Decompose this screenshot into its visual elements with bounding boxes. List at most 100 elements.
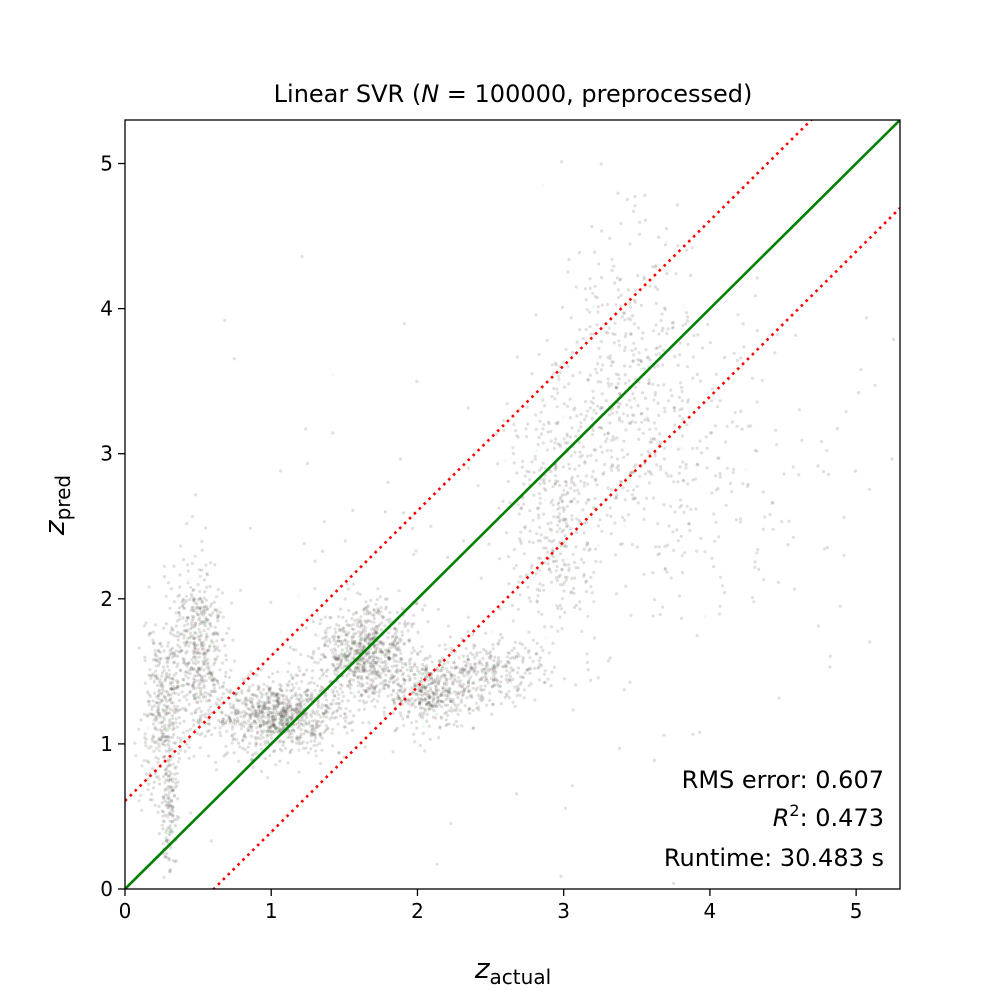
scatter-point [584, 474, 589, 478]
scatter-point [710, 399, 714, 403]
scatter-point [168, 826, 172, 830]
scatter-point [753, 565, 757, 569]
scatter-point [635, 484, 639, 488]
scatter-point [446, 713, 450, 718]
scatter-point [164, 749, 168, 753]
scatter-point [333, 694, 337, 698]
scatter-point [261, 706, 265, 710]
scatter-point [216, 615, 220, 619]
scatter-point [413, 684, 417, 688]
scatter-point [258, 723, 263, 727]
scatter-point [539, 645, 543, 649]
scatter-point [389, 676, 393, 680]
scatter-point [198, 746, 202, 750]
scatter-point [161, 684, 165, 688]
scatter-point [174, 710, 178, 714]
scatter-point [420, 645, 424, 649]
scatter-point [199, 699, 203, 703]
scatter-point [339, 706, 343, 711]
scatter-point [472, 646, 476, 650]
scatter-point [491, 663, 495, 667]
scatter-point [192, 696, 196, 701]
scatter-point [271, 724, 276, 729]
scatter-point [456, 712, 460, 716]
scatter-point [278, 712, 282, 716]
scatter-point [311, 652, 315, 656]
scatter-point [681, 478, 686, 482]
scatter-point [430, 704, 434, 708]
scatter-point [614, 303, 618, 307]
scatter-point [169, 687, 173, 691]
scatter-point [202, 608, 206, 612]
scatter-point [465, 696, 469, 700]
scatter-point [278, 747, 282, 752]
scatter-point [595, 296, 599, 300]
scatter-point [202, 596, 207, 600]
scatter-point [436, 607, 440, 611]
scatter-point [156, 810, 160, 815]
scatter-point [628, 680, 632, 684]
scatter-point [422, 698, 426, 702]
scatter-point [191, 597, 196, 601]
scatter-point [472, 662, 477, 666]
scatter-point [204, 659, 208, 663]
scatter-point [398, 689, 402, 693]
scatter-point [162, 796, 166, 801]
scatter-point [508, 678, 512, 682]
scatter-point [174, 825, 178, 829]
scatter-point [227, 626, 231, 631]
scatter-point [358, 642, 362, 646]
scatter-point [342, 716, 346, 720]
scatter-point [489, 656, 493, 661]
scatter-point [436, 700, 440, 704]
scatter-point [379, 672, 383, 676]
scatter-point [177, 611, 181, 615]
scatter-point [307, 720, 311, 724]
scatter-point [355, 661, 359, 665]
scatter-point [169, 647, 173, 652]
scatter-point [189, 811, 193, 815]
scatter-point [192, 625, 197, 629]
scatter-point [370, 685, 374, 689]
scatter-point [542, 672, 547, 676]
scatter-point [596, 543, 600, 547]
scatter-point [177, 715, 181, 720]
scatter-point [657, 332, 661, 336]
scatter-point [274, 695, 278, 699]
scatter-point [386, 669, 390, 673]
scatter-point [361, 666, 366, 670]
scatter-point [175, 814, 179, 819]
scatter-point [533, 666, 537, 670]
scatter-point [493, 669, 497, 673]
scatter-point [430, 681, 434, 685]
scatter-point [529, 599, 533, 604]
scatter-point [253, 719, 257, 723]
scatter-point [615, 493, 619, 497]
scatter-point [354, 631, 358, 636]
scatter-point [165, 839, 169, 843]
scatter-point [185, 629, 189, 634]
scatter-point [299, 701, 303, 705]
scatter-point [274, 726, 278, 730]
scatter-point [367, 632, 371, 636]
scatter-point [467, 690, 471, 694]
scatter-point [185, 640, 189, 644]
scatter-point [182, 658, 186, 662]
scatter-point [404, 663, 408, 667]
scatter-point [331, 744, 335, 748]
scatter-point [181, 656, 185, 661]
scatter-point [165, 856, 169, 860]
scatter-point [411, 691, 415, 695]
scatter-point [492, 659, 496, 663]
scatter-point [368, 633, 372, 638]
scatter-point [488, 650, 493, 654]
scatter-point [158, 678, 162, 682]
scatter-point [465, 670, 469, 674]
scatter-point [615, 386, 619, 390]
scatter-point [388, 642, 392, 646]
scatter-point [156, 712, 160, 716]
scatter-point [425, 701, 430, 705]
scatter-point [232, 737, 236, 741]
scatter-point [210, 674, 214, 679]
scatter-point [188, 689, 192, 693]
